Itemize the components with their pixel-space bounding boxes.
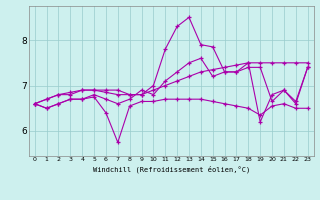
X-axis label: Windchill (Refroidissement éolien,°C): Windchill (Refroidissement éolien,°C) [92, 165, 250, 173]
